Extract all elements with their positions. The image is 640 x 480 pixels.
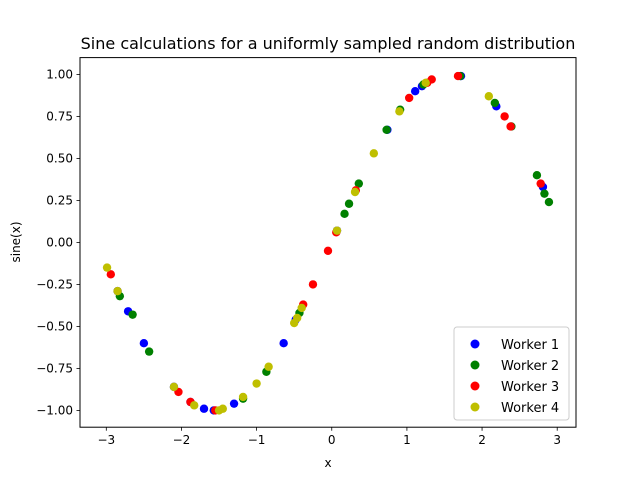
x-tick-label: 0 bbox=[328, 433, 336, 447]
x-tick-label: 1 bbox=[403, 433, 411, 447]
legend-label: Worker 3 bbox=[501, 380, 559, 395]
data-point bbox=[350, 187, 360, 197]
data-point bbox=[421, 78, 430, 88]
x-tick-label: −3 bbox=[97, 433, 115, 447]
data-point bbox=[113, 286, 122, 296]
data-point bbox=[500, 112, 509, 121]
y-axis-ticks: −1.00 −0.75 −0.50 −0.25 0.00 0.25 0.50 0.75 1.00 bbox=[36, 68, 80, 418]
data-point bbox=[369, 149, 379, 158]
data-point bbox=[292, 313, 302, 323]
y-axis-label: sine(x) bbox=[9, 221, 23, 262]
series-4 bbox=[102, 78, 494, 415]
legend-marker bbox=[470, 360, 480, 370]
data-point bbox=[490, 98, 500, 108]
data-point bbox=[169, 382, 179, 392]
data-point bbox=[340, 209, 349, 219]
x-axis-label: x bbox=[324, 456, 331, 470]
x-tick-label: 3 bbox=[553, 433, 561, 447]
x-tick-label: −1 bbox=[248, 433, 266, 447]
legend-box bbox=[453, 326, 570, 421]
y-tick-label: −1.00 bbox=[36, 404, 73, 418]
data-point bbox=[323, 246, 333, 255]
legend-item: Worker 2 bbox=[470, 359, 559, 374]
data-point bbox=[139, 339, 149, 348]
legend-item: Worker 3 bbox=[470, 380, 559, 395]
legend-item: Worker 1 bbox=[470, 338, 559, 353]
y-tick-label: −0.75 bbox=[36, 362, 73, 376]
data-point bbox=[540, 189, 549, 198]
x-tick-label: −2 bbox=[173, 433, 191, 447]
data-point bbox=[106, 270, 116, 279]
data-point bbox=[308, 280, 318, 289]
data-point bbox=[128, 310, 137, 319]
data-point bbox=[252, 379, 261, 388]
data-point bbox=[238, 392, 248, 402]
data-point bbox=[395, 107, 404, 116]
legend-label: Worker 1 bbox=[501, 338, 559, 353]
data-point bbox=[382, 125, 391, 135]
data-point bbox=[506, 122, 515, 131]
data-point bbox=[102, 263, 112, 272]
data-point bbox=[532, 171, 542, 180]
y-tick-label: −0.25 bbox=[36, 278, 73, 292]
legend-label: Worker 2 bbox=[501, 359, 559, 374]
plot-area bbox=[102, 71, 554, 415]
data-point bbox=[544, 197, 554, 207]
y-tick-label: 1.00 bbox=[46, 68, 73, 82]
y-tick-label: 0.00 bbox=[46, 236, 73, 250]
y-tick-label: −0.50 bbox=[36, 320, 73, 334]
x-axis-ticks: −3 −2 −1 0 1 2 3 bbox=[97, 427, 561, 447]
data-point bbox=[484, 92, 494, 101]
data-point bbox=[297, 303, 306, 313]
y-tick-label: 0.75 bbox=[46, 110, 73, 124]
data-point bbox=[199, 404, 209, 413]
x-tick-label: 2 bbox=[478, 433, 486, 447]
data-point bbox=[536, 179, 545, 188]
data-point bbox=[354, 179, 364, 188]
y-tick-label: 0.25 bbox=[46, 194, 73, 208]
legend-label: Worker 4 bbox=[501, 401, 559, 416]
legend-item: Worker 4 bbox=[470, 401, 559, 416]
data-point bbox=[144, 347, 154, 356]
chart-title: Sine calculations for a uniformly sample… bbox=[81, 34, 576, 53]
legend: Worker 1 Worker 2 Worker 3 Worker 4 bbox=[453, 326, 570, 421]
legend-marker bbox=[470, 381, 480, 391]
data-point bbox=[264, 362, 273, 371]
data-point bbox=[453, 71, 463, 81]
data-point bbox=[344, 199, 354, 208]
legend-marker bbox=[470, 402, 480, 412]
data-point bbox=[279, 339, 288, 348]
data-point bbox=[229, 399, 239, 408]
y-tick-label: 0.50 bbox=[46, 152, 73, 166]
data-point bbox=[218, 404, 227, 413]
legend-marker bbox=[470, 339, 480, 349]
data-point bbox=[404, 93, 414, 103]
data-point bbox=[190, 401, 199, 410]
data-point bbox=[332, 226, 342, 235]
data-point bbox=[410, 87, 420, 96]
